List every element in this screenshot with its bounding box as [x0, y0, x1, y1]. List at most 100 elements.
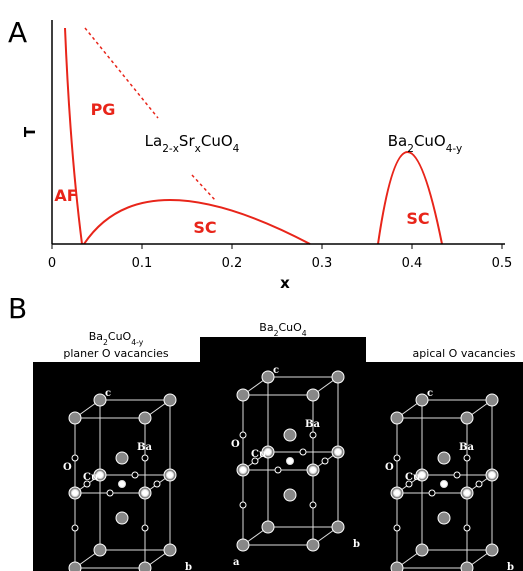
formula-part: 4 [302, 329, 307, 338]
x-tick-label: 0.3 [312, 256, 333, 271]
o-atom [309, 501, 317, 509]
sc-dome [377, 151, 443, 245]
pg-line [84, 27, 216, 201]
formula-part: CuO [201, 132, 233, 150]
formula-part: x [195, 143, 201, 155]
o-atom [405, 480, 413, 488]
cu-atom [440, 480, 448, 488]
cu-atom [309, 466, 317, 474]
cu-atom [166, 471, 174, 479]
o-atom [393, 524, 401, 532]
ba-atom [485, 393, 499, 407]
ba-atom [485, 543, 499, 557]
ba-atom [115, 451, 129, 465]
formula: La2-xSrxCuO4 [145, 132, 240, 155]
ba-atom [138, 411, 152, 425]
region-label: AF [54, 186, 77, 205]
cu-atom [334, 448, 342, 456]
ba-atom [68, 561, 82, 571]
formula-part: Ba [89, 330, 103, 343]
formula-part: CuO [414, 132, 446, 150]
o-atom [71, 454, 79, 462]
ba-atom [261, 520, 275, 534]
cu-atom [393, 489, 401, 497]
atom-label: b [185, 562, 192, 571]
o-atom [274, 466, 282, 474]
atom-label: Cu [251, 449, 266, 460]
x-label: x [280, 274, 290, 292]
ba-atom [138, 561, 152, 571]
phase-boundaries [64, 27, 443, 245]
atom-label: O [231, 439, 240, 450]
ba-atom [236, 388, 250, 402]
region-label: PG [91, 100, 116, 119]
cu-atom [286, 457, 294, 465]
atom-label: a [233, 557, 240, 568]
o-atom [299, 448, 307, 456]
ba-atom [437, 511, 451, 525]
o-atom [453, 471, 461, 479]
o-atom [463, 454, 471, 462]
atom-label: c [273, 365, 279, 376]
formula-part: 2 [103, 338, 108, 347]
cu-atom [488, 471, 496, 479]
crystal [236, 370, 345, 552]
ba-atom [93, 543, 107, 557]
ba-atom [415, 393, 429, 407]
o-atom [106, 489, 114, 497]
y-label: T [21, 126, 39, 137]
formula-part: 4-y [446, 143, 463, 155]
formula: Ba2CuO4 [259, 321, 307, 338]
x-tick-label: 0.5 [492, 256, 513, 271]
ba-atom [460, 411, 474, 425]
ba-atom [283, 488, 297, 502]
ba-atom [283, 428, 297, 442]
ba-atom [261, 370, 275, 384]
cu-atom [239, 466, 247, 474]
af-boundary [64, 27, 83, 245]
cu-atom [96, 471, 104, 479]
o-atom [393, 454, 401, 462]
o-atom [475, 480, 483, 488]
formula-part: 4-y [131, 338, 144, 347]
formula-part: La [145, 132, 163, 150]
o-atom [239, 431, 247, 439]
x-tick-label: 0.4 [402, 256, 423, 271]
cu-atom [264, 448, 272, 456]
o-atom [239, 501, 247, 509]
atom-label: Cu [83, 472, 98, 483]
o-atom [251, 457, 259, 465]
x-tick-label: 0.1 [132, 256, 153, 271]
formula-part: 2-x [162, 143, 179, 155]
atom-label: Ba [137, 442, 152, 453]
o-atom [428, 489, 436, 497]
o-atom [71, 524, 79, 532]
o-atom [153, 480, 161, 488]
panel-letter: B [8, 292, 27, 325]
o-atom [141, 454, 149, 462]
atom-label: Ba [305, 419, 320, 430]
formula-part: Sr [179, 132, 196, 150]
o-atom [141, 524, 149, 532]
formula-part: 2 [274, 329, 279, 338]
cu-atom [71, 489, 79, 497]
panel-bg [33, 362, 200, 571]
panel-letter: A [8, 16, 27, 49]
ba-atom [306, 538, 320, 552]
ba-atom [93, 393, 107, 407]
ba-atom [236, 538, 250, 552]
formula-part: 2 [407, 143, 414, 155]
ba-atom [115, 511, 129, 525]
crystal [68, 393, 177, 571]
crystal [390, 393, 499, 571]
sc-dome [83, 199, 311, 245]
ba-atom [306, 388, 320, 402]
x-tick-label: 0 [48, 256, 56, 271]
ba-atom [163, 393, 177, 407]
formula: Ba2CuO4-y [388, 132, 462, 155]
ba-atom [331, 520, 345, 534]
cu-atom [118, 480, 126, 488]
x-tick-label: 0.2 [222, 256, 243, 271]
cu-atom [141, 489, 149, 497]
